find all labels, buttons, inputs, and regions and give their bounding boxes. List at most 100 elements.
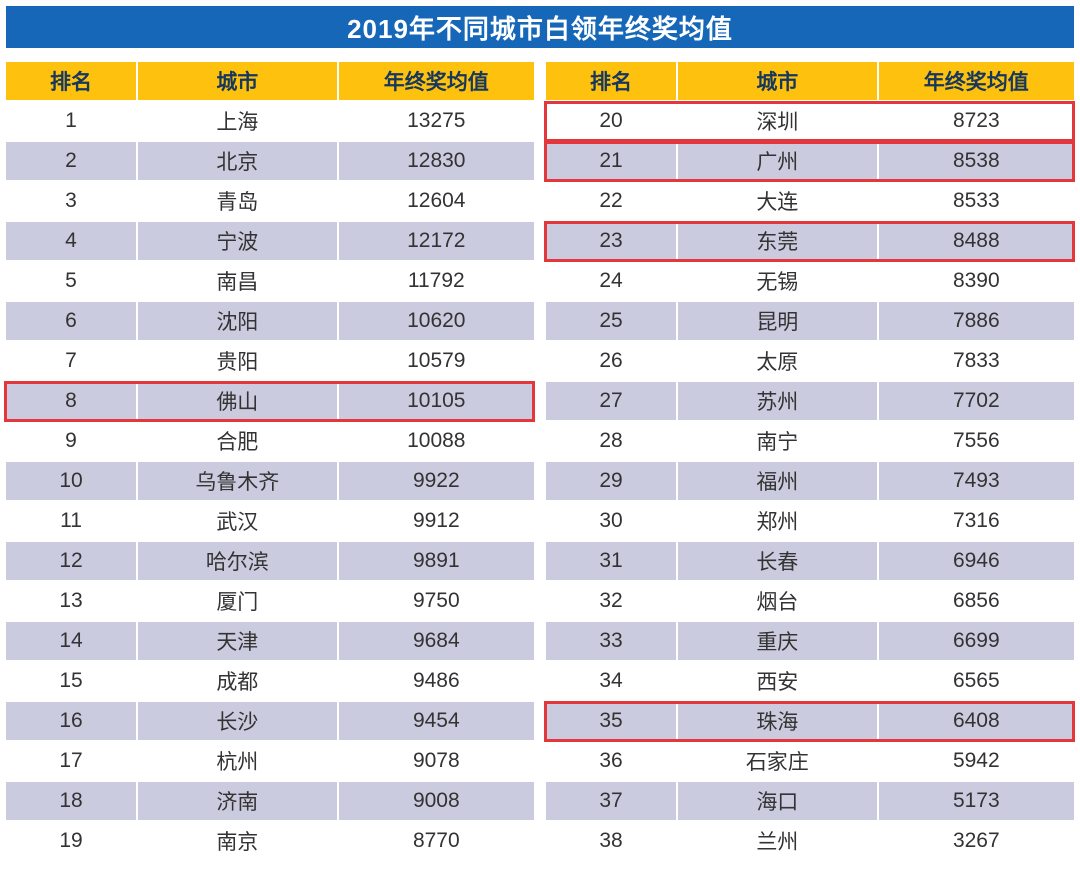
city-cell: 武汉: [138, 502, 339, 542]
table-row: 2 北京 12830: [6, 142, 534, 182]
value-cell: 6946: [878, 542, 1074, 582]
value-cell: 13275: [338, 102, 534, 142]
table-row: 31 长春 6946: [546, 542, 1074, 582]
rank-cell: 18: [6, 782, 138, 822]
value-cell: 7702: [878, 382, 1074, 422]
value-cell: 9078: [338, 742, 534, 782]
rank-cell: 7: [6, 342, 138, 382]
rank-cell: 33: [546, 622, 678, 662]
value-cell: 6408: [878, 702, 1074, 742]
city-cell: 大连: [678, 182, 879, 222]
rank-cell: 16: [6, 702, 138, 742]
table-row: 21 广州 8538: [544, 141, 1075, 182]
city-cell: 贵阳: [138, 342, 339, 382]
rank-cell: 25: [546, 302, 678, 342]
rank-cell: 30: [546, 502, 678, 542]
value-cell: 8390: [878, 262, 1074, 302]
value-cell: 9008: [338, 782, 534, 822]
rank-cell: 34: [546, 662, 678, 702]
table-row: 25 昆明 7886: [546, 302, 1074, 342]
value-cell: 7556: [878, 422, 1074, 462]
value-cell: 7316: [878, 502, 1074, 542]
rank-cell: 13: [6, 582, 138, 622]
value-cell: 6699: [878, 622, 1074, 662]
table-row: 19 南京 8770: [6, 822, 534, 862]
value-cell: 7493: [878, 462, 1074, 502]
city-cell: 沈阳: [138, 302, 339, 342]
value-cell: 8538: [878, 142, 1074, 182]
city-cell: 杭州: [138, 742, 339, 782]
city-cell: 深圳: [678, 102, 879, 142]
bonus-table-left: 排名 城市 年终奖均值 1 上海 13275 2 北京 12830 3 青岛 12604 4 宁波 1…: [4, 62, 535, 862]
header-city: 城市: [678, 62, 879, 102]
rank-cell: 5: [6, 262, 138, 302]
table-row: 26 太原 7833: [546, 342, 1074, 382]
rank-cell: 9: [6, 422, 138, 462]
rank-cell: 19: [6, 822, 138, 862]
table-row: 12 哈尔滨 9891: [6, 542, 534, 582]
value-cell: 9750: [338, 582, 534, 622]
table-row: 30 郑州 7316: [546, 502, 1074, 542]
value-cell: 6856: [878, 582, 1074, 622]
table-row: 22 大连 8533: [546, 182, 1074, 222]
table-row: 14 天津 9684: [6, 622, 534, 662]
city-cell: 厦门: [138, 582, 339, 622]
rank-cell: 23: [546, 222, 678, 262]
tables-container: 排名 城市 年终奖均值 1 上海 13275 2 北京 12830 3 青岛 12604 4 宁波 1…: [4, 62, 1075, 862]
city-cell: 南宁: [678, 422, 879, 462]
table-body: 1 上海 13275 2 北京 12830 3 青岛 12604 4 宁波 12172 5 南昌 11792…: [4, 102, 535, 862]
city-cell: 福州: [678, 462, 879, 502]
table-header-row: 排名 城市 年终奖均值: [6, 62, 534, 102]
city-cell: 重庆: [678, 622, 879, 662]
rank-cell: 11: [6, 502, 138, 542]
table-row: 35 珠海 6408: [544, 701, 1075, 742]
header-rank: 排名: [546, 62, 678, 102]
table-row: 6 沈阳 10620: [6, 302, 534, 342]
city-cell: 青岛: [138, 182, 339, 222]
table-row: 20 深圳 8723: [544, 101, 1075, 142]
city-cell: 济南: [138, 782, 339, 822]
table-row: 9 合肥 10088: [6, 422, 534, 462]
value-cell: 9891: [338, 542, 534, 582]
rank-cell: 28: [546, 422, 678, 462]
table-row: 29 福州 7493: [546, 462, 1074, 502]
table-row: 16 长沙 9454: [6, 702, 534, 742]
value-cell: 12172: [338, 222, 534, 262]
city-cell: 珠海: [678, 702, 879, 742]
value-cell: 8770: [338, 822, 534, 862]
table-row: 10 乌鲁木齐 9922: [6, 462, 534, 502]
value-cell: 10088: [338, 422, 534, 462]
value-cell: 8723: [878, 102, 1074, 142]
value-cell: 3267: [878, 822, 1074, 862]
rank-cell: 22: [546, 182, 678, 222]
value-cell: 10105: [338, 382, 534, 422]
table-row: 23 东莞 8488: [544, 221, 1075, 262]
page-title: 2019年不同城市白领年终奖均值: [6, 6, 1074, 48]
table-row: 34 西安 6565: [546, 662, 1074, 702]
table-row: 18 济南 9008: [6, 782, 534, 822]
city-cell: 哈尔滨: [138, 542, 339, 582]
table-row: 33 重庆 6699: [546, 622, 1074, 662]
rank-cell: 21: [546, 142, 678, 182]
value-cell: 9912: [338, 502, 534, 542]
rank-cell: 1: [6, 102, 138, 142]
rank-cell: 12: [6, 542, 138, 582]
header-city: 城市: [138, 62, 339, 102]
city-cell: 佛山: [138, 382, 339, 422]
table-header-row: 排名 城市 年终奖均值: [546, 62, 1074, 102]
table-row: 17 杭州 9078: [6, 742, 534, 782]
value-cell: 10579: [338, 342, 534, 382]
rank-cell: 4: [6, 222, 138, 262]
table-row: 3 青岛 12604: [6, 182, 534, 222]
table-row: 5 南昌 11792: [6, 262, 534, 302]
city-cell: 烟台: [678, 582, 879, 622]
city-cell: 长春: [678, 542, 879, 582]
city-cell: 上海: [138, 102, 339, 142]
rank-cell: 6: [6, 302, 138, 342]
city-cell: 南京: [138, 822, 339, 862]
city-cell: 合肥: [138, 422, 339, 462]
table-row: 4 宁波 12172: [6, 222, 534, 262]
rank-cell: 36: [546, 742, 678, 782]
city-cell: 南昌: [138, 262, 339, 302]
